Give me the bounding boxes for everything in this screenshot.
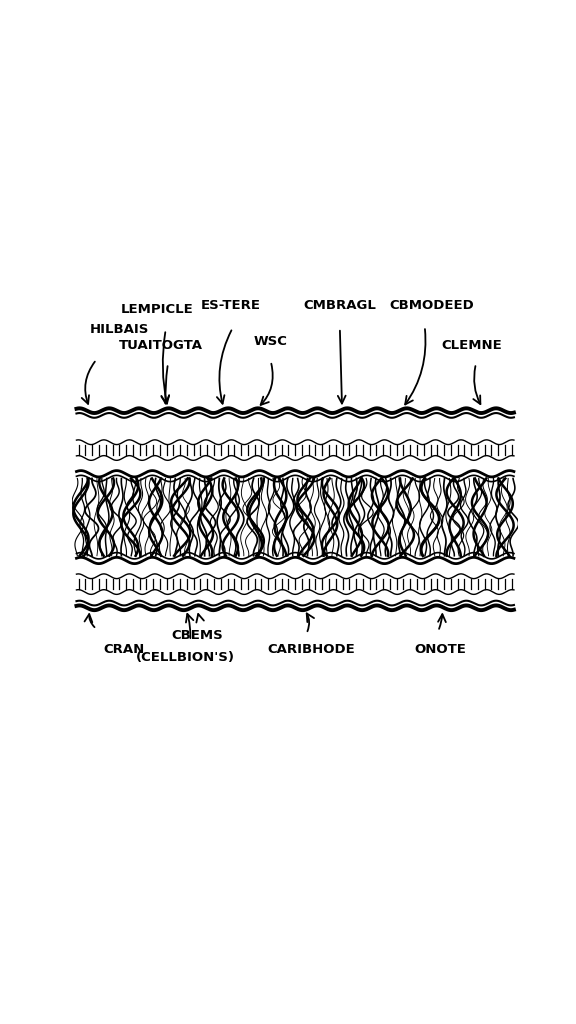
Text: CBEMS: CBEMS: [171, 629, 223, 642]
Text: LEMPICLE: LEMPICLE: [120, 303, 193, 316]
Text: CBMODEED: CBMODEED: [389, 299, 473, 312]
Text: CRAN: CRAN: [103, 643, 145, 656]
Text: TUAITOGTA: TUAITOGTA: [119, 339, 203, 351]
Text: ONOTE: ONOTE: [414, 643, 466, 656]
Text: ES-TERE: ES-TERE: [200, 299, 260, 312]
Text: CLEMNE: CLEMNE: [441, 339, 502, 351]
Text: (CELLBION'S): (CELLBION'S): [137, 651, 236, 665]
Text: WSC: WSC: [253, 335, 287, 347]
Text: CARIBHODE: CARIBHODE: [267, 643, 355, 656]
Text: HILBAIS: HILBAIS: [90, 323, 149, 336]
Text: CMBRAGL: CMBRAGL: [304, 299, 376, 312]
